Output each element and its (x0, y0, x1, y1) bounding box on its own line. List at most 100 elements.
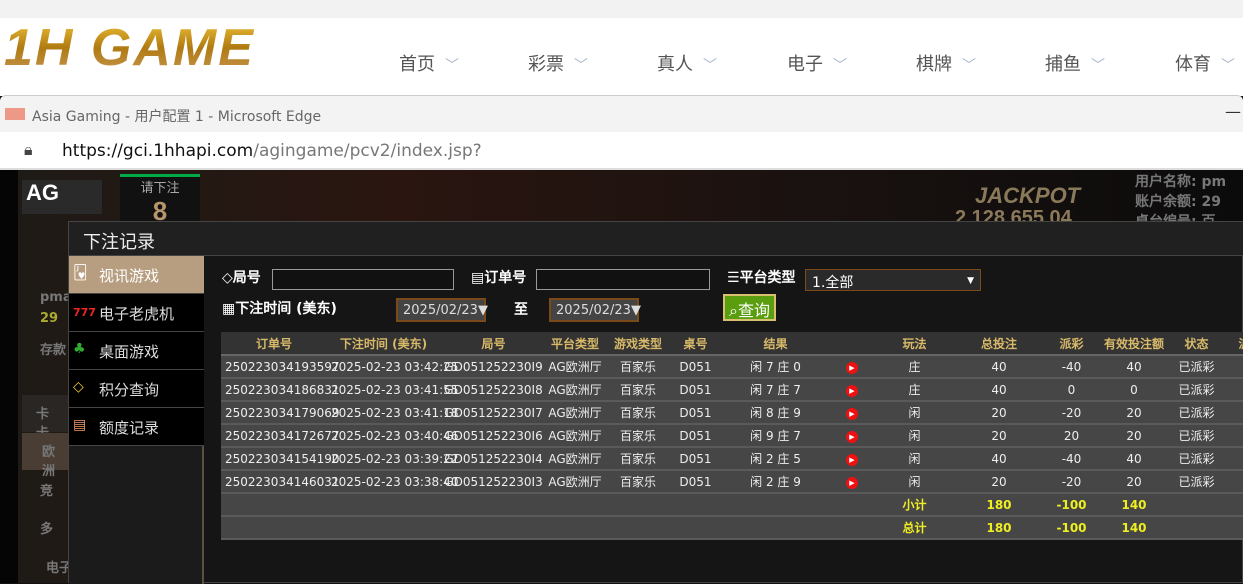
menu-item-credit-records[interactable]: ▤ 额度记录 (69, 408, 204, 446)
table-cell: 20 (1103, 424, 1165, 448)
table-cell: -20 (1040, 401, 1103, 425)
column-header: 总投注 (958, 332, 1040, 356)
chevron-down-icon: ﹀ (445, 58, 459, 74)
subtotal-valid: 140 (1103, 493, 1165, 517)
side-tab[interactable]: 卡卡 (22, 395, 68, 441)
side-deposit[interactable]: 存款 (40, 343, 67, 358)
table-cell: 2025-02-23 03:41:55 (327, 378, 458, 402)
table-cell: 20 (958, 424, 1040, 448)
table-cell: 20 (958, 470, 1040, 494)
subtotal-bet: 180 (958, 493, 1040, 517)
side-balance: 29 (40, 311, 59, 326)
bet-record-table: 订单号 下注时间 (美东) 局号 平台类型 游戏类型 桌号 结果 玩法 总投注 派彩 有效投注额 状态… (221, 332, 1243, 540)
browser-title-bar: Asia Gaming - 用户配置 1 - Microsoft Edge — (0, 95, 1243, 132)
list-icon: ☰ (727, 270, 740, 286)
site-logo[interactable]: 1H GAME (4, 19, 255, 77)
platform-label: ☰平台类型 (727, 270, 796, 286)
date-from-picker[interactable]: 2025/02/23▼ (396, 298, 488, 322)
url-text[interactable]: https://gci.1hhapi.com/agingame/pcv2/ind… (62, 141, 482, 161)
clipboard-icon: ▤ (471, 270, 485, 286)
table-cell: 闲 9 庄 7 (718, 424, 833, 448)
address-bar[interactable]: 🔒︎ https://gci.1hhapi.com/agingame/pcv2/… (0, 132, 1243, 170)
replay-button[interactable]: ▶ (833, 378, 871, 402)
menu-item-table-games[interactable]: ♣ 桌面游戏 (69, 332, 204, 370)
total-valid: 140 (1103, 516, 1165, 540)
replay-button[interactable]: ▶ (833, 424, 871, 448)
table-cell: -40 (1040, 447, 1103, 471)
round-input[interactable] (272, 269, 454, 290)
countdown-value: 8 (152, 196, 168, 226)
table-cell: 40 (958, 355, 1040, 379)
side-tab[interactable]: 欧洲 (22, 433, 68, 479)
table-cell: 40 (958, 378, 1040, 402)
side-tab[interactable]: 电子 (46, 561, 73, 576)
dialog-title: 下注记录 (69, 222, 1243, 256)
nav-item[interactable]: 棋牌 ﹀ (916, 54, 976, 75)
column-header: 订单号 (221, 332, 327, 356)
table-cell: 闲 2 庄 5 (718, 447, 833, 471)
table-cell: 庄 (871, 378, 958, 402)
ag-favicon-icon (5, 108, 25, 120)
table-cell: 百家乐 (603, 470, 673, 494)
total-payout: -100 (1040, 516, 1103, 540)
chevron-down-icon: ﹀ (833, 58, 847, 74)
table-cell: AG欧洲厅 (547, 470, 603, 494)
nav-item[interactable]: 电子 ﹀ (787, 54, 847, 75)
nav-item[interactable]: 捕鱼 ﹀ (1045, 54, 1105, 75)
side-username: pma (40, 290, 72, 305)
order-input[interactable] (536, 269, 710, 290)
menu-item-slots[interactable]: 777 电子老虎机 (69, 294, 204, 332)
nav-item[interactable]: 体育 ﹀ (1175, 54, 1235, 75)
column-header: 结果 (718, 332, 833, 356)
play-icon: ▶ (846, 431, 858, 443)
play-icon: ▶ (846, 454, 858, 466)
to-label: 至 (514, 302, 528, 318)
menu-label: 额度记录 (99, 419, 160, 437)
menu-item-points[interactable]: ◇ 积分查询 (69, 370, 204, 408)
table-cell: 250223034172677 (221, 424, 340, 448)
table-cell: D051 (673, 447, 718, 471)
replay-button[interactable]: ▶ (833, 355, 871, 379)
table-cell: 250223034154190 (221, 447, 340, 471)
table-cell: AG欧洲厅 (547, 424, 603, 448)
slot-777-icon: 777 (73, 306, 96, 319)
menu-label: 桌面游戏 (99, 343, 160, 361)
side-tab[interactable]: 多 (40, 522, 54, 537)
table-cell: GD051252230I8 (440, 378, 547, 402)
table-cell: 2025-02-23 03:38:40 (327, 470, 458, 494)
chevron-down-icon: ﹀ (574, 58, 588, 74)
lock-icon[interactable]: 🔒︎ (24, 140, 33, 159)
side-tab[interactable]: 竞 (40, 484, 54, 499)
replay-button[interactable]: ▶ (833, 470, 871, 494)
replay-button[interactable]: ▶ (833, 447, 871, 471)
nav-item[interactable]: 真人 ﹀ (657, 54, 717, 75)
replay-button[interactable]: ▶ (833, 401, 871, 425)
dropdown-arrow-icon: ▼ (967, 276, 974, 286)
table-cell: 已派彩 (1165, 424, 1228, 448)
table-row: 250223034186831 2025-02-23 03:41:55 GD0512… (221, 378, 1243, 402)
user-balance-line: 账户余额: 29 (1135, 194, 1221, 210)
column-header: 局号 (440, 332, 547, 356)
minimize-button[interactable]: — (1225, 102, 1241, 121)
platform-select[interactable]: 1.全部 ▼ (805, 269, 981, 291)
table-cell: AG欧洲厅 (547, 401, 603, 425)
playing-cards-icon: 🂻 (73, 265, 88, 281)
document-icon: ▤ (73, 417, 87, 433)
nav-item[interactable]: 首页 ﹀ (399, 54, 459, 75)
table-cell: 闲 (871, 424, 958, 448)
table-row: 250223034154190 2025-02-23 03:39:22 GD0512… (221, 447, 1243, 471)
top-strip (0, 0, 1243, 18)
table-row: 250223034146031 2025-02-23 03:38:40 GD0512… (221, 470, 1243, 494)
table-cell: 百家乐 (603, 401, 673, 425)
table-cell: 庄 (871, 355, 958, 379)
play-icon: ▶ (846, 362, 858, 374)
table-cell: -40 (1040, 355, 1103, 379)
query-button[interactable]: ⌕查询 (723, 294, 776, 321)
subtotal-label: 小计 (871, 493, 958, 517)
table-cell: -20 (1040, 470, 1103, 494)
date-to-picker[interactable]: 2025/02/23▼ (549, 298, 641, 322)
nav-item[interactable]: 彩票 ﹀ (528, 54, 588, 75)
menu-item-live-games[interactable]: 🂻 视讯游戏 (69, 256, 204, 294)
table-cell: 闲 7 庄 0 (718, 355, 833, 379)
menu-label: 电子老虎机 (99, 305, 175, 323)
